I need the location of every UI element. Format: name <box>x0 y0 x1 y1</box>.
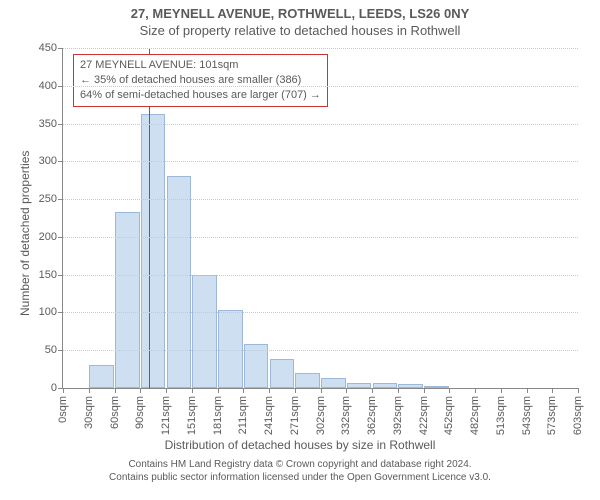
x-tick-label: 271sqm <box>289 396 301 435</box>
x-tick-mark <box>218 388 219 393</box>
x-tick-label: 332sqm <box>340 396 352 435</box>
x-tick-label: 603sqm <box>572 396 584 435</box>
x-tick-mark <box>501 388 502 393</box>
page-title: 27, MEYNELL AVENUE, ROTHWELL, LEEDS, LS2… <box>0 6 600 21</box>
grid-line <box>63 48 578 49</box>
bar <box>270 359 295 388</box>
x-tick-mark <box>63 388 64 393</box>
x-tick-label: 241sqm <box>263 396 275 435</box>
grid-line <box>63 237 578 238</box>
grid-line <box>63 124 578 125</box>
info-box: 27 MEYNELL AVENUE: 101sqm ← 35% of detac… <box>73 54 328 107</box>
bar <box>89 365 114 388</box>
x-tick-label: 30sqm <box>83 396 95 429</box>
bar <box>167 176 192 388</box>
x-tick-mark <box>346 388 347 393</box>
x-tick-mark <box>295 388 296 393</box>
x-tick-mark <box>140 388 141 393</box>
bar <box>347 383 372 388</box>
bar <box>321 378 346 388</box>
grid-line <box>63 161 578 162</box>
footer: Contains HM Land Registry data © Crown c… <box>0 458 600 484</box>
x-tick-mark <box>321 388 322 393</box>
y-axis-label: Number of detached properties <box>18 151 32 316</box>
y-tick-label: 100 <box>39 306 63 318</box>
info-line: 64% of semi-detached houses are larger (… <box>80 88 321 103</box>
x-tick-mark <box>475 388 476 393</box>
grid-line <box>63 199 578 200</box>
x-tick-mark <box>424 388 425 393</box>
x-tick-label: 482sqm <box>469 396 481 435</box>
x-tick-mark <box>269 388 270 393</box>
y-tick-label: 350 <box>39 118 63 130</box>
x-tick-mark <box>243 388 244 393</box>
bar <box>373 383 398 388</box>
bar <box>398 384 423 388</box>
x-tick-label: 543sqm <box>521 396 533 435</box>
x-tick-mark <box>372 388 373 393</box>
bar <box>295 373 320 388</box>
bar <box>141 114 166 388</box>
bar <box>424 386 449 388</box>
grid-line <box>63 312 578 313</box>
y-tick-label: 250 <box>39 193 63 205</box>
x-tick-mark <box>578 388 579 393</box>
x-tick-label: 60sqm <box>109 396 121 429</box>
x-tick-label: 392sqm <box>392 396 404 435</box>
x-tick-label: 422sqm <box>418 396 430 435</box>
y-tick-label: 450 <box>39 42 63 54</box>
y-tick-label: 150 <box>39 269 63 281</box>
bar <box>115 212 140 388</box>
x-tick-label: 573sqm <box>546 396 558 435</box>
x-tick-mark <box>398 388 399 393</box>
x-tick-mark <box>552 388 553 393</box>
x-tick-label: 452sqm <box>443 396 455 435</box>
x-tick-label: 302sqm <box>315 396 327 435</box>
bar <box>192 275 217 388</box>
x-tick-mark <box>115 388 116 393</box>
page-subtitle: Size of property relative to detached ho… <box>0 23 600 38</box>
x-tick-label: 0sqm <box>57 396 69 423</box>
info-line: 27 MEYNELL AVENUE: 101sqm <box>80 58 321 73</box>
x-tick-label: 121sqm <box>160 396 172 435</box>
x-tick-mark <box>527 388 528 393</box>
x-tick-mark <box>89 388 90 393</box>
x-tick-label: 513sqm <box>495 396 507 435</box>
y-tick-label: 0 <box>51 382 63 394</box>
grid-line <box>63 275 578 276</box>
x-tick-label: 90sqm <box>134 396 146 429</box>
y-tick-label: 400 <box>39 80 63 92</box>
bar <box>218 310 243 388</box>
x-tick-label: 151sqm <box>186 396 198 435</box>
x-tick-label: 181sqm <box>212 396 224 435</box>
x-axis-title: Distribution of detached houses by size … <box>0 438 600 452</box>
grid-line <box>63 350 578 351</box>
y-tick-label: 50 <box>45 344 63 356</box>
y-tick-label: 200 <box>39 231 63 243</box>
x-tick-mark <box>449 388 450 393</box>
footer-line: Contains public sector information licen… <box>0 471 600 484</box>
x-tick-mark <box>166 388 167 393</box>
grid-line <box>63 86 578 87</box>
y-tick-label: 300 <box>39 155 63 167</box>
plot-area: 27 MEYNELL AVENUE: 101sqm ← 35% of detac… <box>62 48 578 389</box>
footer-line: Contains HM Land Registry data © Crown c… <box>0 458 600 471</box>
x-tick-mark <box>192 388 193 393</box>
x-tick-label: 362sqm <box>366 396 378 435</box>
x-tick-label: 211sqm <box>237 396 249 434</box>
chart-container: Number of detached properties 27 MEYNELL… <box>0 38 600 438</box>
